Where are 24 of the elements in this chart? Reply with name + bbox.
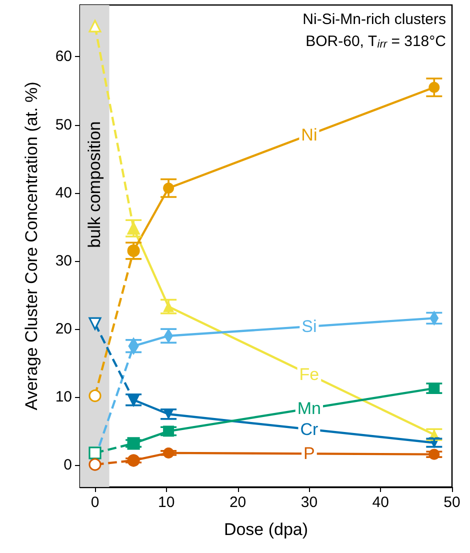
y-tick-label: 40 [55, 184, 72, 202]
series-label: Ni [301, 125, 318, 144]
y-tick-label: 60 [55, 48, 72, 66]
y-axis-title: Average Cluster Core Concentration (at. %) [22, 82, 41, 410]
x-tick-label: 0 [90, 494, 100, 511]
x-tick-label: 40 [372, 494, 389, 511]
annotation: BOR-60, Tirr = 318°C [306, 33, 446, 50]
annotation: Ni-Si-Mn-rich clusters [302, 11, 446, 28]
y-tick-label: 20 [55, 320, 72, 338]
x-tick-label: 10 [158, 494, 175, 511]
series-label: Mn [297, 398, 322, 418]
x-tick-label: 30 [300, 494, 318, 511]
series-label: P [304, 444, 315, 464]
y-tick-label: 50 [55, 116, 72, 134]
series-label: Cr [300, 420, 318, 439]
y-tick-label: 0 [64, 456, 72, 474]
series-label: Si [302, 316, 317, 336]
y-tick-label: 10 [55, 388, 72, 406]
x-axis-title: Dose (dpa) [224, 520, 308, 539]
x-tick-label: 50 [444, 494, 460, 511]
series-label: Fe [299, 364, 320, 384]
x-tick-label: 20 [229, 494, 246, 511]
band-label: bulk composition [85, 121, 104, 248]
y-tick-label: 30 [55, 252, 72, 270]
